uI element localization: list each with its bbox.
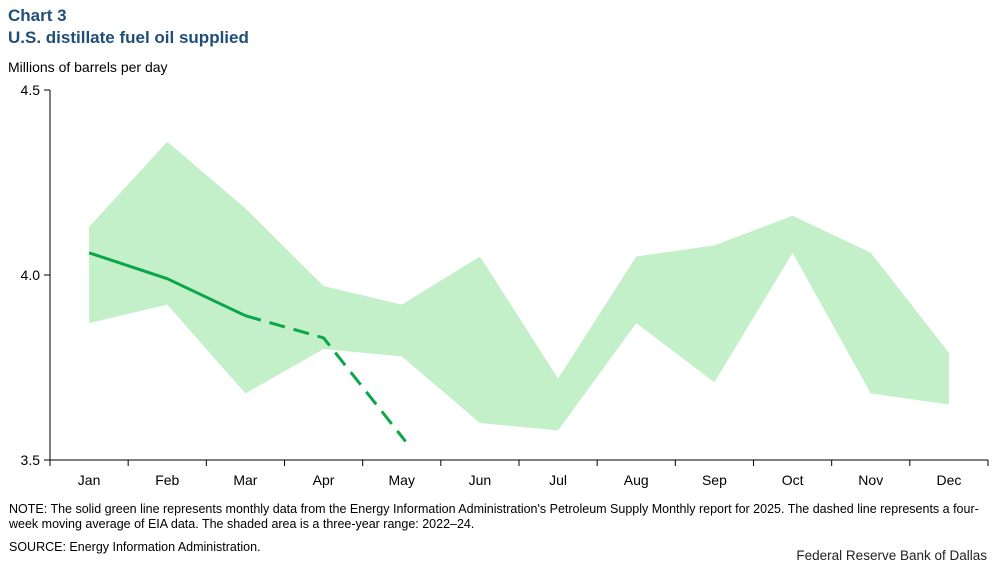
x-tick-label-dec: Dec [936, 472, 961, 488]
chart-title: U.S. distillate fuel oil supplied [8, 28, 249, 47]
chart-label: Chart 3 [8, 6, 67, 25]
y-tick-label: 4.0 [21, 267, 41, 283]
chart-note: NOTE: The solid green line represents mo… [9, 502, 979, 531]
chart-plot-area: 3.5 4.0 4.5 Jan Feb Mar Apr May Jun Jul Aug Sep Oct N… [21, 82, 989, 488]
range-band-area [89, 141, 949, 431]
x-tick-label-oct: Oct [782, 472, 804, 488]
x-tick-label-nov: Nov [858, 472, 883, 488]
x-tick-label-jan: Jan [78, 472, 101, 488]
x-tick-label-jul: Jul [549, 472, 567, 488]
publisher-credit: Federal Reserve Bank of Dallas [796, 548, 987, 563]
moving-average-dashed-line [245, 314, 407, 443]
x-tick-label-may: May [389, 472, 415, 488]
x-tick-label-mar: Mar [233, 472, 257, 488]
x-tick-label-sep: Sep [702, 472, 727, 488]
monthly-2025-line [88, 251, 247, 318]
x-tick-label-aug: Aug [624, 472, 649, 488]
chart-source: SOURCE: Energy Information Administratio… [9, 540, 261, 554]
x-tick-label-apr: Apr [313, 472, 335, 488]
y-axis-unit-label: Millions of barrels per day [8, 59, 168, 75]
x-tick-label-jun: Jun [469, 472, 492, 488]
y-tick-label: 3.5 [21, 452, 41, 468]
y-tick-label: 4.5 [21, 82, 41, 98]
x-tick-label-feb: Feb [155, 472, 179, 488]
